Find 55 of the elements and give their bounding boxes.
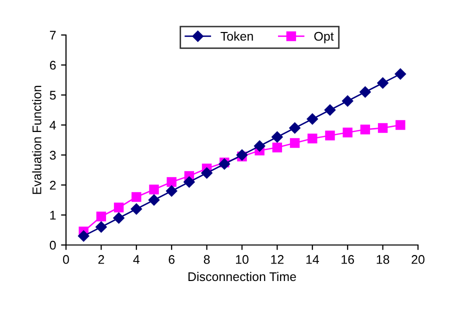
x-axis-title: Disconnection Time <box>188 272 296 282</box>
point <box>132 192 142 202</box>
x-tick-label: 16 <box>342 255 354 264</box>
x-tick-label: 8 <box>204 255 210 264</box>
legend-label: Token <box>220 32 253 41</box>
y-tick-label: 7 <box>50 30 56 40</box>
y-tick-label: 0 <box>50 240 56 250</box>
x-tick-label: 0 <box>63 255 69 264</box>
point <box>377 77 388 89</box>
y-tick-label: 3 <box>50 150 56 160</box>
point <box>360 86 371 98</box>
point <box>325 130 335 140</box>
x-tick-label: 10 <box>236 255 248 264</box>
point <box>236 149 248 161</box>
y-tick-label: 6 <box>50 60 56 70</box>
point <box>272 131 283 143</box>
point <box>166 185 178 197</box>
point <box>96 221 107 233</box>
y-tick-label: 1 <box>50 210 56 220</box>
x-tick-label: 12 <box>271 255 284 264</box>
point <box>130 203 142 215</box>
point <box>113 212 124 224</box>
point <box>148 194 160 206</box>
point <box>324 104 336 116</box>
x-tick-label: 18 <box>376 255 390 264</box>
point <box>308 134 318 144</box>
point <box>272 142 282 152</box>
point <box>218 158 230 170</box>
x-tick-label: 20 <box>412 255 424 264</box>
point <box>396 120 406 130</box>
point <box>342 128 352 138</box>
point <box>149 184 159 194</box>
point <box>114 202 124 212</box>
y-tick-label: 5 <box>50 90 56 100</box>
point <box>184 176 195 188</box>
x-tick-label: 4 <box>133 255 140 264</box>
point <box>78 230 90 242</box>
point <box>378 123 388 133</box>
point <box>96 212 106 222</box>
x-tick-label: 14 <box>306 255 319 264</box>
x-tick-label: 2 <box>98 255 104 264</box>
point <box>254 140 266 152</box>
point <box>342 95 354 107</box>
point <box>394 68 406 80</box>
point <box>306 113 318 125</box>
x-tick-label: 6 <box>168 255 175 264</box>
y-tick-label: 4 <box>50 120 56 130</box>
point <box>360 124 370 134</box>
y-axis-title: Evaluation Function <box>32 86 42 194</box>
legend-label: Opt <box>314 32 334 44</box>
point <box>166 177 176 187</box>
point <box>201 167 212 179</box>
point <box>290 138 300 148</box>
point <box>289 122 300 134</box>
y-tick-label: 2 <box>50 180 56 190</box>
